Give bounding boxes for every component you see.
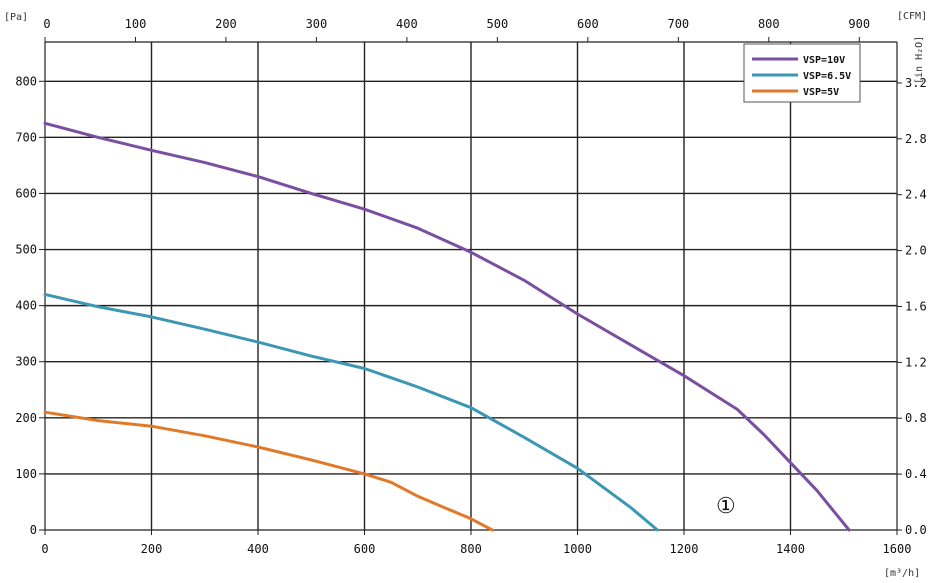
x-axis-unit-bottom: [m³/h] bbox=[884, 568, 920, 579]
y2-tick-label: 0.0 bbox=[905, 523, 927, 537]
y2-tick-label: 1.6 bbox=[905, 299, 927, 313]
x2-tick-label: 700 bbox=[667, 17, 689, 31]
tick-labels: 0 200 400 600 800 1000 1200 1400 160001002003004… bbox=[15, 17, 926, 556]
x-tick-label: 200 bbox=[141, 542, 163, 556]
y-tick-label: 200 bbox=[15, 411, 37, 425]
x2-tick-label: 300 bbox=[306, 17, 328, 31]
annotation-marker: ① bbox=[716, 494, 736, 519]
y2-axis-unit-right: [in H₂O] bbox=[914, 36, 925, 84]
y2-tick-label: 0.4 bbox=[905, 467, 927, 481]
x2-tick-label: 100 bbox=[125, 17, 147, 31]
axes bbox=[39, 37, 902, 535]
y2-tick-label: 0.8 bbox=[905, 411, 927, 425]
x-tick-label: 1400 bbox=[776, 542, 805, 556]
x-tick-label: 1200 bbox=[670, 542, 699, 556]
x2-tick-label: 600 bbox=[577, 17, 599, 31]
y-axis-unit-left: [Pa] bbox=[4, 12, 28, 23]
y-tick-label: 0 bbox=[30, 523, 37, 537]
y2-tick-label: 3.2 bbox=[905, 76, 927, 90]
y-tick-label: 300 bbox=[15, 355, 37, 369]
y2-tick-label: 2.8 bbox=[905, 132, 927, 146]
x-tick-label: 400 bbox=[247, 542, 269, 556]
x2-tick-label: 800 bbox=[758, 17, 780, 31]
grid-lines bbox=[45, 42, 897, 530]
y2-tick-label: 2.0 bbox=[905, 244, 927, 258]
x-tick-label: 800 bbox=[460, 542, 482, 556]
legend-label-1: VSP=6.5V bbox=[803, 71, 851, 82]
x2-tick-label: 0 bbox=[43, 17, 50, 31]
y-tick-label: 800 bbox=[15, 74, 37, 88]
x2-tick-label: 400 bbox=[396, 17, 418, 31]
y-tick-label: 400 bbox=[15, 299, 37, 313]
x-tick-label: 1600 bbox=[883, 542, 912, 556]
x2-tick-label: 900 bbox=[848, 17, 870, 31]
x2-axis-unit-top: [CFM] bbox=[897, 11, 927, 22]
y-tick-label: 700 bbox=[15, 130, 37, 144]
y2-tick-label: 2.4 bbox=[905, 188, 927, 202]
y-tick-label: 600 bbox=[15, 186, 37, 200]
y2-tick-label: 1.2 bbox=[905, 355, 927, 369]
x2-tick-label: 200 bbox=[215, 17, 237, 31]
x-tick-label: 600 bbox=[354, 542, 376, 556]
series-line-2 bbox=[43, 410, 494, 532]
x-tick-label: 1000 bbox=[563, 542, 592, 556]
x-tick-label: 0 bbox=[41, 542, 48, 556]
series-group bbox=[43, 121, 851, 532]
legend: VSP=10V VSP=6.5V VSP=5V bbox=[743, 43, 861, 103]
y-tick-label: 100 bbox=[15, 467, 37, 481]
y-tick-label: 500 bbox=[15, 243, 37, 257]
series-line-0 bbox=[43, 121, 851, 532]
series-line-1 bbox=[43, 292, 659, 532]
x2-tick-label: 500 bbox=[487, 17, 509, 31]
legend-label-2: VSP=5V bbox=[803, 87, 839, 98]
legend-label-0: VSP=10V bbox=[803, 55, 845, 66]
